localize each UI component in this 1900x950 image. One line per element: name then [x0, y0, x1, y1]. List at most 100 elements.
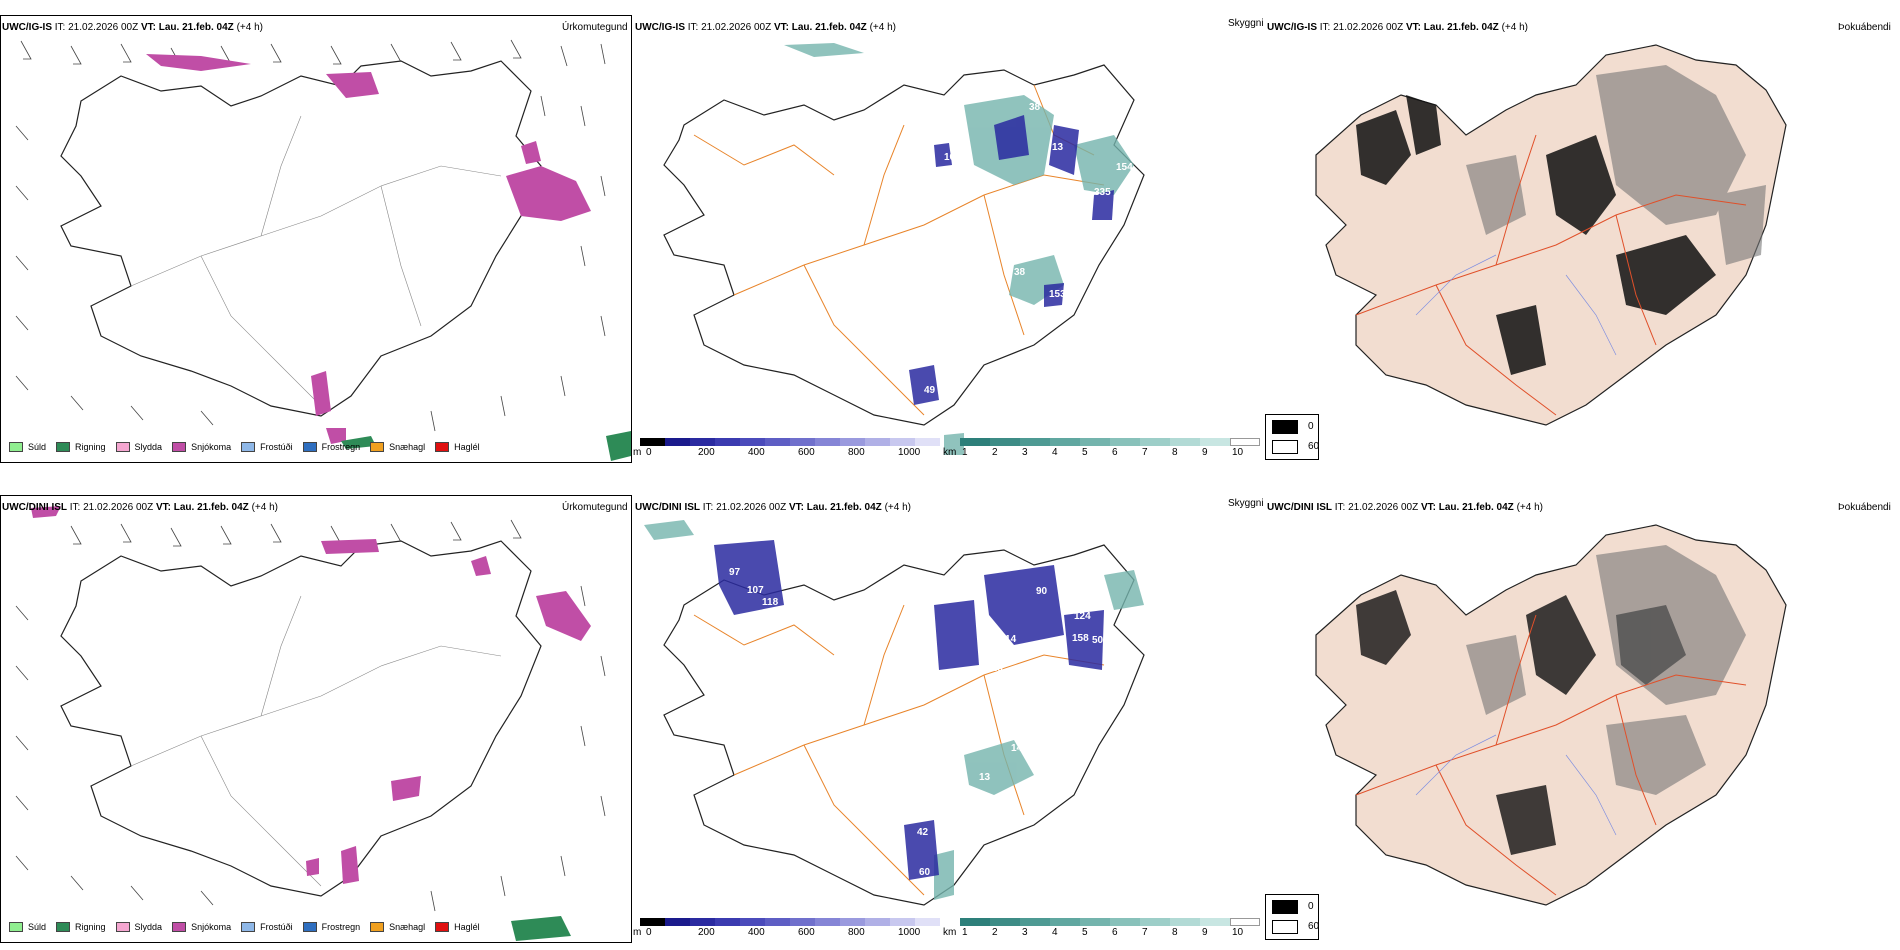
ceiling-label: 42	[917, 827, 929, 838]
vt-value: Lau. 21.feb. 04Z	[158, 22, 234, 33]
roads	[1355, 614, 1747, 896]
visibility-colorbar	[960, 438, 1260, 446]
tick-label: 8	[1172, 927, 1178, 938]
it-value: 21.02.2026 00Z	[83, 502, 154, 513]
ceiling-label: 12	[1099, 127, 1111, 138]
legend-swatch	[56, 442, 71, 452]
tick-label: 600	[798, 927, 815, 938]
precip-type-legend: Súld Rigning Slydda Snjókoma Frostúði Fr…	[9, 442, 480, 452]
tick-label: 800	[848, 927, 865, 938]
wind-barbs	[15, 519, 606, 912]
it-value: 21.02.2026 00Z	[1348, 502, 1419, 513]
model-name: UWC/IG-IS	[2, 22, 52, 33]
legend-swatch	[9, 442, 23, 452]
roads	[130, 595, 502, 887]
legend-label: Frostúði	[260, 922, 293, 932]
ceiling-label: 14	[1011, 743, 1023, 754]
model-name: UWC/DINI ISL	[1267, 502, 1332, 513]
legend-label: Slydda	[134, 922, 163, 932]
legend-label: Haglél	[454, 922, 480, 932]
tick-label: 10	[1232, 447, 1244, 458]
vt-value: Lau. 21.feb. 04Z	[791, 22, 867, 33]
ceiling-label: 109	[944, 152, 961, 163]
ceiling-label: 13	[1052, 142, 1064, 153]
precip-type-panel-row2: Súld Rigning Slydda Snjókoma Frostúði Fr…	[0, 495, 632, 943]
precip-snow-areas	[146, 54, 591, 444]
lead-time: (+4 h)	[1516, 502, 1543, 513]
tick-label: 400	[748, 927, 765, 938]
legend-swatch	[435, 922, 450, 932]
ceiling-value-labels: 929 38 12 14 13 109 154 335 263 375 434 …	[814, 87, 1199, 396]
legend-swatch	[241, 442, 256, 452]
fog-key-label: 60	[1308, 441, 1320, 452]
fog-key-swatch	[1272, 920, 1298, 934]
tick-label: 600	[798, 447, 815, 458]
visibility-unit: km	[943, 927, 957, 938]
roads	[1355, 134, 1747, 416]
fog-key: 0 60	[1265, 414, 1319, 460]
it-label: IT:	[1319, 22, 1331, 33]
tick-label: 200	[698, 447, 715, 458]
tick-label: 9	[1202, 927, 1208, 938]
ceiling-areas	[714, 540, 1104, 880]
precip-type-panel-row1: Súld Rigning Slydda Snjókoma Frostúði Fr…	[0, 15, 632, 463]
ceiling-areas	[909, 115, 1114, 405]
legend-swatch	[370, 442, 385, 452]
lead-time: (+4 h)	[884, 502, 911, 513]
rivers	[1415, 254, 1617, 356]
model-name: UWC/IG-IS	[1267, 22, 1317, 33]
ceiling-label: 50	[1092, 635, 1104, 646]
ceiling-colorbar	[640, 918, 940, 926]
ceiling-value-labels: 97 107 118 153 114 90 128 124 158 50 12 …	[729, 557, 1138, 878]
fog-key-label: 60	[1308, 921, 1320, 932]
legend-label: Haglél	[454, 442, 480, 452]
legend-item: Rigning	[56, 442, 106, 452]
panel-header: UWC/IG-IS IT: 21.02.2026 00Z VT: Lau. 21…	[2, 22, 263, 34]
panel-header: UWC/DINI ISL IT: 21.02.2026 00Z VT: Lau.…	[2, 502, 278, 514]
ceiling-label: 49	[924, 385, 936, 396]
tick-label: 200	[698, 927, 715, 938]
legend-swatch	[435, 442, 450, 452]
ceiling-label: 114	[1000, 634, 1017, 645]
legend-label: Frostúði	[260, 442, 293, 452]
legend-item: Rigning	[56, 922, 106, 932]
tick-label: 0	[646, 927, 652, 938]
vt-label: VT:	[773, 22, 789, 33]
vt-label: VT:	[1405, 22, 1421, 33]
precip-type-map	[15, 39, 631, 461]
legend-swatch	[172, 442, 187, 452]
ceiling-label: 107	[747, 585, 764, 596]
tick-label: 1	[962, 447, 968, 458]
tick-label: 2	[992, 447, 998, 458]
vt-value: Lau. 21.feb. 04Z	[1423, 22, 1499, 33]
precip-rain-areas	[511, 916, 571, 941]
tick-label: 3	[1022, 927, 1028, 938]
tick-label: 1	[962, 927, 968, 938]
legend-swatch	[115, 442, 130, 452]
ceiling-label: 13	[979, 772, 991, 783]
model-name: UWC/IG-IS	[635, 22, 685, 33]
ceiling-panel-row2: 97 107 118 153 114 90 128 124 158 50 12 …	[634, 495, 1266, 943]
legend-label: Snjókoma	[191, 442, 232, 452]
legend-item: Frostúði	[241, 922, 293, 932]
legend-swatch	[172, 922, 187, 932]
fog-key-label: 0	[1308, 421, 1314, 432]
vt-label: VT:	[1420, 502, 1436, 513]
panel-title-ceiling: Skyggni	[1228, 498, 1264, 509]
legend-item: Snæhagl	[370, 922, 425, 932]
tick-label: 400	[748, 447, 765, 458]
vt-value: Lau. 21.feb. 04Z	[806, 502, 882, 513]
tick-label: 7	[1142, 447, 1148, 458]
fog-key: 0 60	[1265, 894, 1319, 940]
it-value: 21.02.2026 00Z	[1333, 22, 1404, 33]
tick-label: 7	[1142, 927, 1148, 938]
panel-header: UWC/DINI ISL IT: 21.02.2026 00Z VT: Lau.…	[635, 502, 911, 514]
ceiling-label: 375	[1162, 172, 1179, 183]
legend-item: Snæhagl	[370, 442, 425, 452]
legend-swatch	[302, 922, 317, 932]
ceiling-label: 434	[1182, 182, 1199, 193]
legend-label: Snæhagl	[389, 442, 426, 452]
legend-swatch	[241, 922, 256, 932]
legend-label: Súld	[28, 442, 47, 452]
visibility-colorbar	[960, 918, 1260, 926]
